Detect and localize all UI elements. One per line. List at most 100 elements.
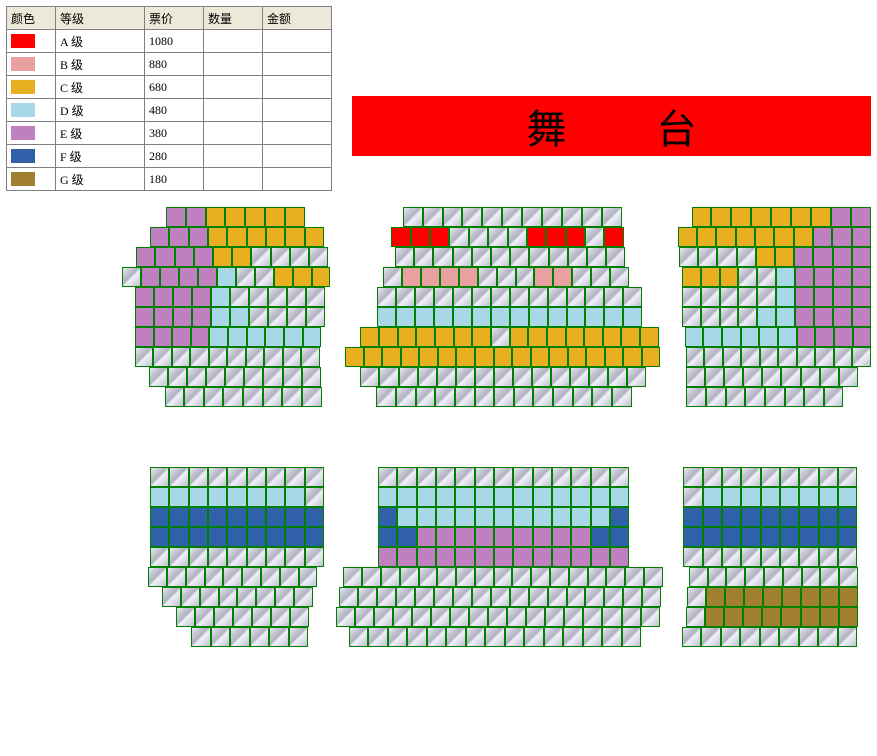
seat[interactable] xyxy=(376,387,396,407)
seat[interactable] xyxy=(265,207,285,227)
seat[interactable] xyxy=(194,247,213,267)
seat[interactable] xyxy=(686,607,705,627)
seat[interactable] xyxy=(552,527,571,547)
seat[interactable] xyxy=(776,287,795,307)
seat[interactable] xyxy=(722,487,741,507)
seat[interactable] xyxy=(388,627,407,647)
seat[interactable] xyxy=(374,607,393,627)
seat[interactable] xyxy=(780,467,799,487)
seat[interactable] xyxy=(797,347,816,367)
seat[interactable] xyxy=(275,587,294,607)
seat[interactable] xyxy=(382,347,401,367)
seat[interactable] xyxy=(293,267,312,287)
seat[interactable] xyxy=(305,487,324,507)
seat[interactable] xyxy=(360,327,379,347)
seat[interactable] xyxy=(149,367,168,387)
seat[interactable] xyxy=(227,227,246,247)
seat[interactable] xyxy=(249,287,268,307)
seat[interactable] xyxy=(534,267,553,287)
seat[interactable] xyxy=(852,227,871,247)
seat[interactable] xyxy=(741,507,760,527)
seat[interactable] xyxy=(833,287,852,307)
seat[interactable] xyxy=(287,287,306,307)
seat[interactable] xyxy=(552,487,571,507)
seat[interactable] xyxy=(820,607,839,627)
seat[interactable] xyxy=(227,347,246,367)
seat[interactable] xyxy=(378,467,397,487)
seat[interactable] xyxy=(475,507,494,527)
seat[interactable] xyxy=(819,467,838,487)
seat[interactable] xyxy=(512,347,531,367)
seat[interactable] xyxy=(175,247,194,267)
seat[interactable] xyxy=(568,247,587,267)
seat[interactable] xyxy=(165,387,185,407)
seat[interactable] xyxy=(306,307,325,327)
seat[interactable] xyxy=(491,247,510,267)
seat[interactable] xyxy=(622,627,641,647)
seat[interactable] xyxy=(751,207,771,227)
seat[interactable] xyxy=(779,627,798,647)
seat[interactable] xyxy=(208,227,227,247)
seat[interactable] xyxy=(529,287,548,307)
seat[interactable] xyxy=(716,227,735,247)
seat[interactable] xyxy=(301,347,320,367)
seat[interactable] xyxy=(722,547,741,567)
seat[interactable] xyxy=(167,567,186,587)
seat[interactable] xyxy=(417,467,436,487)
seat[interactable] xyxy=(150,507,169,527)
seat[interactable] xyxy=(799,547,818,567)
seat[interactable] xyxy=(299,567,318,587)
seat[interactable] xyxy=(551,367,570,387)
seat[interactable] xyxy=(305,527,324,547)
seat[interactable] xyxy=(416,327,435,347)
seat[interactable] xyxy=(135,307,154,327)
seat[interactable] xyxy=(446,627,465,647)
seat[interactable] xyxy=(529,587,548,607)
seat[interactable] xyxy=(642,347,661,367)
seat[interactable] xyxy=(513,467,532,487)
seat[interactable] xyxy=(491,307,510,327)
seat[interactable] xyxy=(437,567,456,587)
seat[interactable] xyxy=(832,227,851,247)
seat[interactable] xyxy=(162,587,181,607)
seat[interactable] xyxy=(459,267,478,287)
seat[interactable] xyxy=(265,327,284,347)
seat[interactable] xyxy=(774,227,793,247)
seat[interactable] xyxy=(741,327,760,347)
seat[interactable] xyxy=(225,367,244,387)
seat[interactable] xyxy=(522,207,542,227)
seat[interactable] xyxy=(211,287,230,307)
seat[interactable] xyxy=(488,227,507,247)
seat[interactable] xyxy=(283,367,302,387)
seat[interactable] xyxy=(475,487,494,507)
seat[interactable] xyxy=(150,487,169,507)
seat[interactable] xyxy=(592,387,612,407)
seat[interactable] xyxy=(547,327,566,347)
seat[interactable] xyxy=(397,507,416,527)
seat[interactable] xyxy=(831,207,851,227)
seat[interactable] xyxy=(227,547,246,567)
seat[interactable] xyxy=(453,287,472,307)
seat[interactable] xyxy=(533,487,552,507)
seat[interactable] xyxy=(475,567,494,587)
seat[interactable] xyxy=(255,267,274,287)
seat[interactable] xyxy=(531,347,550,367)
seat[interactable] xyxy=(280,567,299,587)
seat[interactable] xyxy=(247,507,266,527)
seat[interactable] xyxy=(247,227,266,247)
seat[interactable] xyxy=(741,487,760,507)
seat[interactable] xyxy=(289,627,308,647)
seat[interactable] xyxy=(510,307,529,327)
seat[interactable] xyxy=(682,627,701,647)
seat[interactable] xyxy=(227,487,246,507)
seat[interactable] xyxy=(692,207,712,227)
seat[interactable] xyxy=(223,387,243,407)
seat[interactable] xyxy=(189,467,208,487)
seat[interactable] xyxy=(249,307,268,327)
seat[interactable] xyxy=(839,607,858,627)
seat[interactable] xyxy=(625,567,644,587)
seat[interactable] xyxy=(285,547,304,567)
seat[interactable] xyxy=(552,547,571,567)
seat[interactable] xyxy=(799,467,818,487)
seat[interactable] xyxy=(154,287,173,307)
